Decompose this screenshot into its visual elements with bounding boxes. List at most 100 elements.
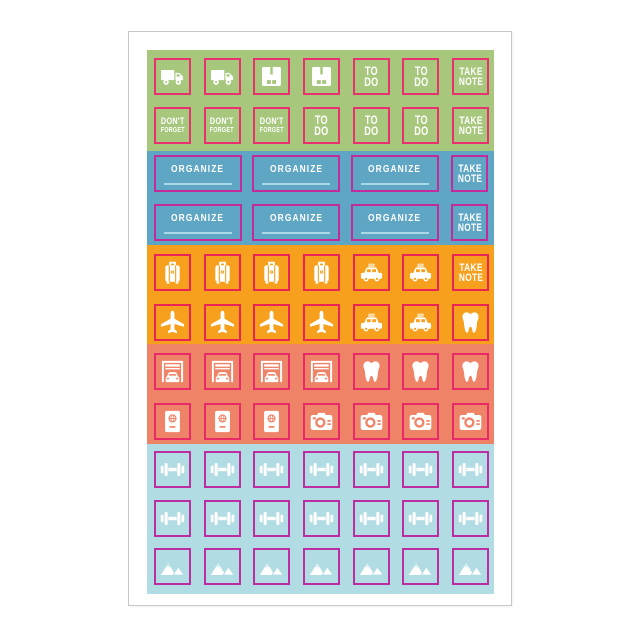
sticker-row — [147, 548, 494, 585]
sticker-taxi — [402, 254, 440, 291]
sticker-tooth — [352, 353, 390, 390]
sticker-passport — [154, 403, 191, 440]
sticker-airplane — [203, 303, 241, 341]
band-organize-blue: ORGANIZE ORGANIZE ORGANIZE TAKE NOTE ORGANIZE… — [147, 151, 494, 245]
sticker-passport — [253, 403, 291, 440]
sticker-row — [147, 451, 494, 488]
sticker-row: ORGANIZE ORGANIZE ORGANIZE TAKE NOTE — [147, 204, 494, 241]
sticker-row: TO DO TO DO TAKE NOTE — [147, 58, 494, 95]
sticker-organize: ORGANIZE — [252, 204, 341, 241]
dumbbell-icon — [160, 463, 185, 476]
sticker-dontforget: DON'T FORGET — [154, 107, 191, 144]
band-fitness-lightblue — [147, 444, 494, 594]
sticker-dontforget: DON'T FORGET — [203, 107, 241, 144]
write-in-line — [360, 183, 429, 185]
sticker-mountains — [203, 548, 241, 585]
dumbbell-icon — [409, 511, 433, 525]
sticker-suitcase — [253, 254, 291, 291]
write-in-line — [164, 232, 232, 234]
sticker-label: TO DO — [314, 113, 329, 138]
tooth-icon — [462, 311, 479, 333]
garage-icon — [211, 360, 233, 383]
moving-box-icon — [262, 67, 282, 86]
sticker-mountains — [253, 548, 291, 585]
suitcase-icon — [314, 261, 329, 284]
sticker-garage — [154, 353, 191, 390]
dumbbell-icon — [409, 463, 433, 476]
sticker-organize: ORGANIZE — [154, 155, 242, 192]
taxi-icon — [360, 313, 382, 331]
sticker-dumbbell — [203, 451, 241, 488]
dumbbell-icon — [458, 463, 483, 476]
sticker-truck — [154, 58, 191, 95]
airplane-icon — [310, 310, 334, 333]
sticker-garage — [303, 353, 341, 390]
sticker-todo: TO DO — [352, 107, 390, 144]
sticker-dumbbell — [452, 499, 490, 537]
sticker-label: ORGANIZE — [171, 213, 225, 224]
sticker-suitcase — [203, 254, 241, 291]
sticker-passport — [203, 403, 241, 440]
sticker-row — [147, 403, 494, 440]
tooth-icon — [363, 361, 380, 382]
tooth-icon — [462, 361, 479, 382]
passport-icon — [214, 410, 230, 433]
mountains-icon — [160, 563, 186, 576]
sticker-airplane — [154, 303, 191, 341]
mountains-icon — [359, 563, 384, 576]
sticker-taxi — [402, 303, 440, 341]
dumbbell-icon — [359, 511, 383, 525]
garage-icon — [261, 360, 283, 383]
sticker-dumbbell — [253, 451, 291, 488]
sticker-label: TAKE NOTE — [458, 114, 483, 137]
sticker-camera — [303, 403, 341, 440]
dumbbell-icon — [260, 463, 284, 476]
sticker-row: TAKE NOTE — [147, 254, 494, 291]
sticker-suitcase — [154, 254, 191, 291]
sticker-row: DON'T FORGET DON'T FORGET DON'T FORGET TO DO TO D… — [147, 107, 494, 144]
sticker-takenote: TAKE NOTE — [452, 58, 490, 95]
sticker-takenote: TAKE NOTE — [451, 155, 489, 192]
suitcase-icon — [214, 261, 230, 284]
sticker-moving-box — [303, 58, 341, 95]
sticker-garage — [203, 353, 241, 390]
sticker-label: TAKE NOTE — [457, 211, 483, 234]
sticker-camera — [402, 403, 440, 440]
truck-icon — [161, 69, 184, 85]
tooth-icon — [412, 361, 429, 382]
sticker-dumbbell — [352, 451, 390, 488]
sticker-row — [147, 499, 494, 537]
sticker-dumbbell — [154, 451, 191, 488]
sticker-organize: ORGANIZE — [350, 204, 439, 241]
sticker-airplane — [303, 303, 341, 341]
sticker-takenote: TAKE NOTE — [451, 204, 489, 241]
dumbbell-icon — [359, 463, 383, 476]
truck-icon — [210, 69, 233, 85]
sticker-dontforget: DON'T FORGET — [253, 107, 291, 144]
write-in-line — [164, 183, 232, 185]
sticker-dumbbell — [303, 499, 341, 537]
mountains-icon — [260, 563, 285, 576]
sticker-label: ORGANIZE — [368, 164, 422, 175]
sticker-label: TO DO — [413, 64, 429, 89]
dumbbell-icon — [309, 463, 334, 476]
sticker-tooth — [452, 303, 490, 341]
sticker-tooth — [402, 353, 440, 390]
sticker-dumbbell — [154, 499, 191, 537]
passport-icon — [165, 410, 180, 433]
band-travel-orange: TAKE NOTE — [147, 245, 494, 344]
sticker-camera — [352, 403, 390, 440]
camera-icon — [410, 412, 432, 431]
sticker-tooth — [452, 353, 490, 390]
garage-icon — [310, 360, 333, 383]
sticker-label: DON'T FORGET — [259, 116, 284, 134]
camera-icon — [459, 412, 482, 431]
sticker-dumbbell — [203, 499, 241, 537]
taxi-icon — [410, 313, 432, 331]
sticker-dumbbell — [253, 499, 291, 537]
sticker-airplane — [253, 303, 291, 341]
garage-icon — [161, 360, 184, 383]
sticker-label: TAKE NOTE — [458, 261, 483, 284]
sticker-sheet: TO DO TO DO TAKE NOTE DON'T FORGET DON'T FORGET DO… — [128, 31, 512, 606]
airplane-icon — [260, 310, 284, 333]
